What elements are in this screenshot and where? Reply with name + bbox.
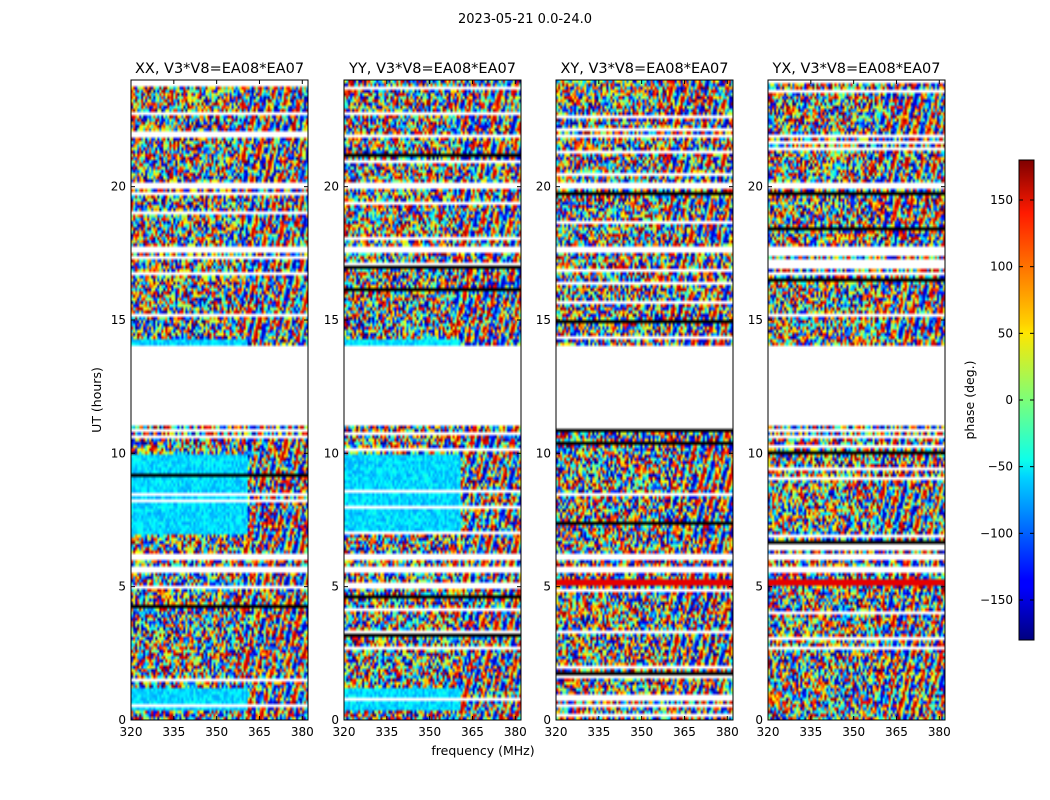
colorbar-tick-label: 100 (990, 260, 1013, 274)
colorbar: phase (deg.) 150 100 50 0 −50 −100 −150 (962, 159, 1035, 641)
figure-title: 2023-05-21 0.0-24.0 (458, 12, 592, 27)
y-tick-label: 20 (111, 180, 126, 194)
y-tick-label: 10 (748, 446, 763, 460)
x-tick-label: 320 (120, 725, 143, 739)
phase-image-xy (556, 80, 733, 720)
x-tick-label: 335 (375, 725, 398, 739)
y-tick-label: 5 (755, 580, 763, 594)
x-tick-label: 365 (673, 725, 696, 739)
y-tick-label: 20 (748, 180, 763, 194)
y-tick-label: 5 (543, 580, 551, 594)
x-tick-label: 380 (504, 725, 527, 739)
x-tick-label: 365 (248, 725, 271, 739)
y-tick-label: 0 (118, 713, 126, 727)
phase-image-yy (344, 80, 521, 720)
x-tick-label: 320 (545, 725, 568, 739)
y-tick-label: 15 (324, 313, 339, 327)
y-tick-label: 15 (536, 313, 551, 327)
phase-image-yx (768, 80, 945, 720)
panel-yx: YX, V3*V8=EA08*EA07 320 335 350 365 380 0 5 10 15… (748, 61, 951, 739)
x-tick-label: 335 (162, 725, 185, 739)
panel-title: YY, V3*V8=EA08*EA07 (348, 61, 516, 77)
y-tick-label: 15 (111, 313, 126, 327)
y-tick-label: 0 (543, 713, 551, 727)
x-tick-label: 365 (885, 725, 908, 739)
x-tick-label: 335 (799, 725, 822, 739)
colorbar-tick-label: 0 (1005, 393, 1013, 407)
x-tick-label: 380 (716, 725, 739, 739)
x-tick-label: 350 (418, 725, 441, 739)
x-tick-label: 380 (291, 725, 314, 739)
colorbar-tick-label: −100 (980, 526, 1013, 540)
panel-title: XY, V3*V8=EA08*EA07 (560, 61, 728, 77)
x-tick-label: 335 (587, 725, 610, 739)
x-axis-label: frequency (MHz) (431, 743, 534, 758)
x-tick-label: 320 (333, 725, 356, 739)
panel-xy: XY, V3*V8=EA08*EA07 320 335 350 365 380 0 5 10 15… (536, 61, 739, 739)
panel-title: YX, V3*V8=EA08*EA07 (771, 61, 940, 77)
phase-image-xx (131, 80, 308, 720)
y-tick-label: 10 (324, 446, 339, 460)
panel-frame (343, 79, 522, 721)
y-tick-label: 5 (118, 580, 126, 594)
x-tick-label: 320 (757, 725, 780, 739)
y-tick-label: 5 (331, 580, 339, 594)
x-tick-label: 365 (461, 725, 484, 739)
x-tick-label: 350 (842, 725, 865, 739)
panel-title: XX, V3*V8=EA08*EA07 (135, 61, 304, 77)
y-tick-label: 20 (324, 180, 339, 194)
y-tick-label: 10 (111, 446, 126, 460)
x-tick-label: 350 (205, 725, 228, 739)
colorbar-tick-label: −150 (980, 593, 1013, 607)
colorbar-label: phase (deg.) (962, 361, 977, 440)
panel-xx: XX, V3*V8=EA08*EA07 320 335 350 365 380 0 5 10 15… (111, 61, 314, 739)
y-tick-label: 10 (536, 446, 551, 460)
panel-yy: YY, V3*V8=EA08*EA07 320 335 350 365 380 0 5 10 15… (324, 61, 527, 739)
colorbar-tick-label: −50 (988, 460, 1013, 474)
panel-frame (767, 79, 946, 721)
panel-frame (555, 79, 734, 721)
panel-frame (130, 79, 309, 721)
x-tick-label: 380 (928, 725, 951, 739)
x-tick-label: 350 (630, 725, 653, 739)
y-tick-label: 0 (331, 713, 339, 727)
y-axis-label: UT (hours) (89, 367, 104, 433)
colorbar-tick-label: 50 (998, 326, 1013, 340)
colorbar-tick-label: 150 (990, 193, 1013, 207)
y-tick-label: 0 (755, 713, 763, 727)
y-tick-label: 20 (536, 180, 551, 194)
y-tick-label: 15 (748, 313, 763, 327)
